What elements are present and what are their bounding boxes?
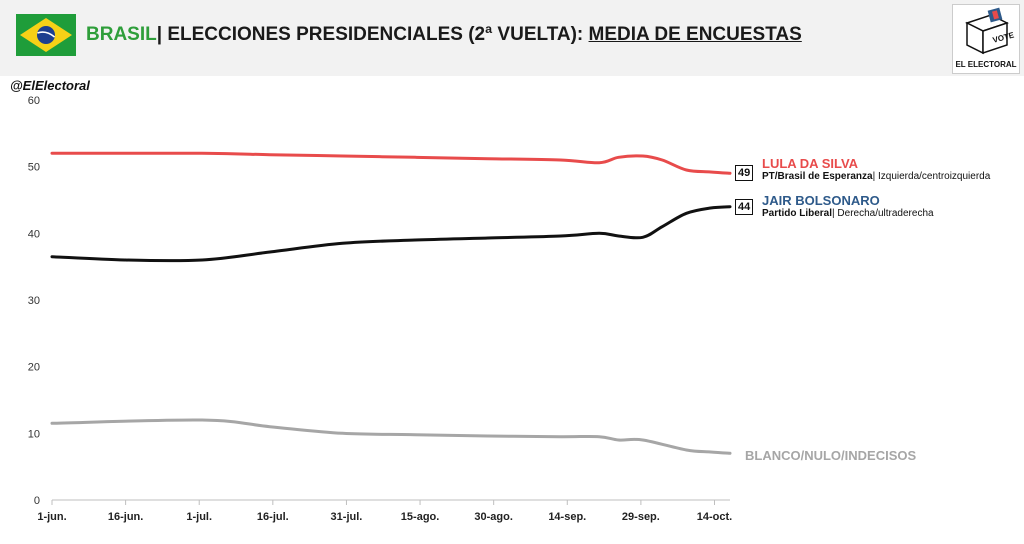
bolsonaro-ideology: Derecha/ultraderecha — [837, 208, 934, 219]
y-tick-label: 30 — [28, 295, 40, 307]
lula-party: PT/Brasil de Esperanza — [762, 171, 873, 182]
x-tick-label: 30-ago. — [474, 511, 513, 523]
x-tick-label: 16-jul. — [257, 511, 289, 523]
title-country: BRASIL — [86, 24, 157, 45]
y-tick-label: 60 — [28, 95, 40, 107]
bolsonaro-party: Partido Liberal — [762, 208, 833, 219]
bolsonaro-name: JAIR BOLSONARO — [762, 193, 880, 208]
y-tick-label: 20 — [28, 362, 40, 374]
lula-label: LULA DA SILVA PT/Brasil de Esperanza| Iz… — [762, 156, 990, 182]
brazil-flag-icon — [16, 14, 76, 56]
x-tick-label: 14-sep. — [548, 511, 586, 523]
x-tick-label: 1-jun. — [37, 511, 66, 523]
lula-party-line: PT/Brasil de Esperanza| Izquierda/centro… — [762, 171, 991, 182]
title-main: ELECCIONES PRESIDENCIALES (2ª VUELTA): — [162, 24, 589, 45]
logo-text: EL ELECTORAL — [955, 60, 1017, 69]
lula-end-value: 49 — [735, 165, 754, 181]
source-handle: @ElElectoral — [10, 78, 90, 93]
page-title: BRASIL| ELECCIONES PRESIDENCIALES (2ª VU… — [86, 24, 802, 46]
lula-ideology: Izquierda/centroizquierda — [878, 171, 991, 182]
x-tick-label: 15-ago. — [401, 511, 440, 523]
chart-series — [50, 151, 732, 455]
x-tick-label: 29-sep. — [622, 511, 660, 523]
bolsonaro-label: JAIR BOLSONARO Partido Liberal| Derecha/… — [762, 193, 934, 219]
bolsonaro-series-line — [50, 205, 732, 263]
blanco-label: BLANCO/NULO/INDECISOS — [745, 448, 917, 463]
y-tick-label: 50 — [28, 162, 40, 174]
y-tick-label: 40 — [28, 228, 40, 240]
title-separator: | — [156, 24, 163, 45]
chart-axes: 0 10 20 30 40 50 60 1-jun. 16-jun. 1-jul. 16-jul. 3… — [28, 95, 732, 523]
bolsonaro-party-line: Partido Liberal| Derecha/ultraderecha — [762, 208, 934, 219]
title-emphasis: MEDIA DE ENCUESTAS — [588, 24, 802, 45]
x-tick-label: 14-oct. — [697, 511, 732, 523]
blanco-series-line — [50, 418, 732, 455]
lula-series-line — [50, 151, 732, 175]
header-bar: BRASIL| ELECCIONES PRESIDENCIALES (2ª VU… — [0, 0, 1024, 76]
ballot-box-icon: VOTE — [965, 7, 1016, 55]
el-electoral-logo: VOTE EL ELECTORAL — [952, 4, 1020, 74]
x-tick-label: 1-jul. — [186, 511, 212, 523]
y-tick-label: 10 — [28, 428, 40, 440]
x-tick-label: 16-jun. — [108, 511, 143, 523]
bolsonaro-end-value: 44 — [735, 199, 754, 215]
y-tick-label: 0 — [34, 495, 40, 507]
lula-name: LULA DA SILVA — [762, 156, 859, 171]
x-tick-label: 31-jul. — [331, 511, 363, 523]
